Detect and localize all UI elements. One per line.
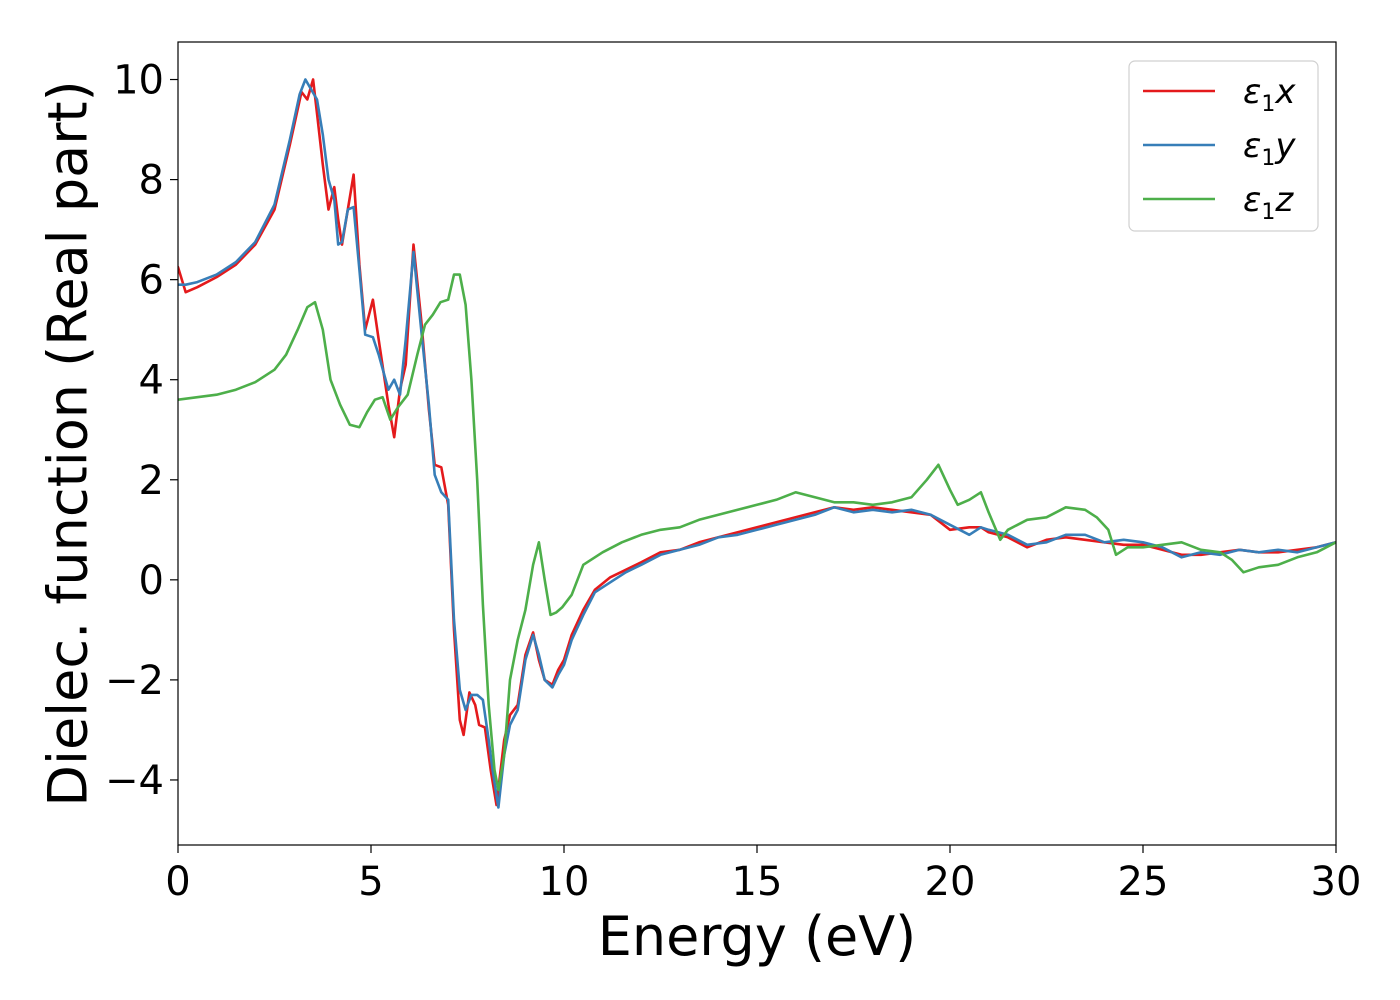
legend-box: [1128, 60, 1319, 232]
y-tick-label: 6: [139, 258, 164, 304]
series-line-z: [178, 273, 1336, 792]
x-tick-label: 5: [358, 859, 383, 905]
x-tick-label: 30: [1311, 859, 1362, 905]
x-tick-label: 20: [925, 859, 976, 905]
legend-label-y: ε1y: [1243, 126, 1296, 171]
series-layer: [178, 78, 1336, 809]
y-tick-label: 4: [139, 358, 164, 404]
legend-label-z: ε1z: [1243, 180, 1294, 225]
y-tick-label: 8: [139, 158, 164, 204]
y-tick-label: 2: [139, 458, 164, 504]
x-tick-label: 15: [732, 859, 783, 905]
y-tick-label: 0: [139, 558, 164, 604]
x-axis: 0 5 10 15 20 25 30: [165, 845, 1361, 905]
x-axis-title: Energy (eV): [598, 905, 917, 968]
y-tick-label: −4: [105, 758, 164, 804]
y-tick-label: 10: [113, 58, 164, 104]
y-axis: −4 −2 0 2 4 6 8 10: [105, 58, 178, 804]
x-tick-label: 25: [1118, 859, 1169, 905]
x-tick-label: 0: [165, 859, 190, 905]
legend: ε1x ε1y ε1z: [1128, 60, 1319, 232]
y-axis-title: Dielec. function (Real part): [37, 80, 100, 806]
series-line-y: [178, 78, 1336, 809]
y-tick-label: −2: [105, 658, 164, 704]
x-tick-label: 10: [539, 859, 590, 905]
legend-label-x: ε1x: [1243, 72, 1296, 117]
